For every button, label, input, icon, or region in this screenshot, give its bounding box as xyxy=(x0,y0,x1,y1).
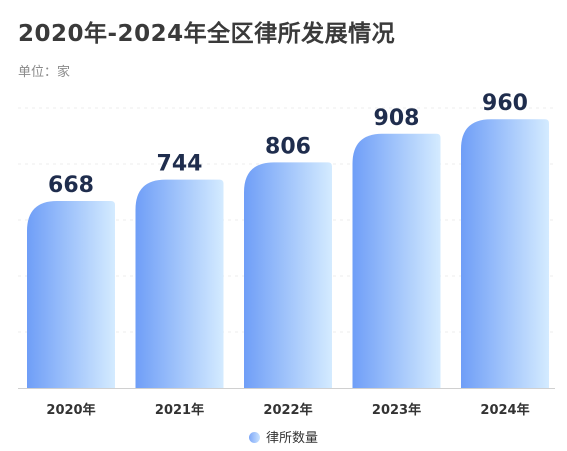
legend-marker xyxy=(248,432,260,443)
x-tick-label: 2021年 xyxy=(155,402,204,418)
data-label: 744 xyxy=(157,152,203,177)
bar[interactable] xyxy=(352,133,441,388)
chart-unit: 单位：家 xyxy=(18,65,71,80)
data-label: 668 xyxy=(48,173,94,198)
bar[interactable] xyxy=(461,119,549,388)
x-tick-label: 2022年 xyxy=(263,402,312,418)
x-tick-label: 2023年 xyxy=(372,402,421,418)
data-label: 806 xyxy=(265,134,311,159)
bar[interactable] xyxy=(244,162,332,388)
chart-title: 2020年-2024年全区律所发展情况 xyxy=(18,21,396,47)
x-tick-label: 2024年 xyxy=(480,402,529,418)
legend-label: 律所数量 xyxy=(265,431,318,446)
chart-legend: 律所数量 xyxy=(0,427,567,446)
x-tick-label: 2020年 xyxy=(46,402,95,418)
bar[interactable] xyxy=(27,200,115,388)
data-label: 908 xyxy=(374,106,420,131)
bar[interactable] xyxy=(135,179,224,388)
data-label: 960 xyxy=(482,91,528,116)
